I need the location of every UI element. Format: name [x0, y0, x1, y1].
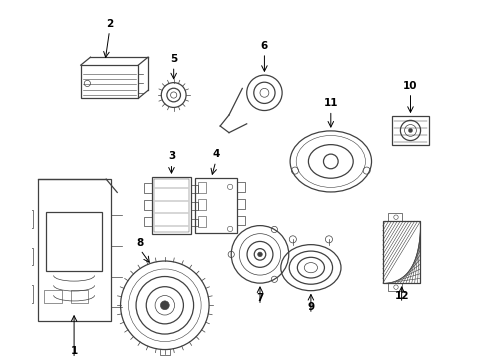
Bar: [25, 210, 33, 228]
Bar: [151, 177, 191, 234]
Text: 11: 11: [323, 98, 337, 108]
Bar: [191, 219, 198, 226]
Bar: [382, 221, 420, 283]
Text: 4: 4: [212, 149, 219, 159]
Bar: [81, 65, 138, 98]
Text: 12: 12: [394, 291, 408, 301]
Bar: [45, 212, 102, 271]
Bar: [387, 283, 401, 291]
Bar: [38, 179, 110, 321]
Text: 7: 7: [256, 293, 263, 303]
Bar: [236, 199, 244, 208]
Circle shape: [160, 301, 169, 310]
Bar: [153, 179, 189, 232]
Bar: [25, 285, 33, 303]
Bar: [44, 290, 62, 303]
Bar: [198, 216, 206, 227]
Bar: [198, 199, 206, 210]
Bar: [71, 290, 88, 303]
Bar: [191, 202, 198, 210]
Bar: [25, 248, 33, 265]
Bar: [236, 216, 244, 225]
Bar: [143, 200, 151, 210]
Text: 1: 1: [70, 346, 78, 356]
Bar: [194, 178, 236, 233]
Circle shape: [407, 129, 412, 132]
Circle shape: [257, 252, 262, 257]
Text: 10: 10: [403, 81, 417, 91]
Text: 8: 8: [137, 238, 144, 248]
Bar: [391, 116, 428, 145]
Bar: [143, 183, 151, 193]
Bar: [191, 185, 198, 193]
Text: 2: 2: [106, 19, 113, 29]
Bar: [159, 348, 170, 355]
Bar: [198, 182, 206, 193]
Bar: [143, 217, 151, 226]
Text: 6: 6: [260, 41, 267, 51]
Bar: [236, 182, 244, 192]
Bar: [387, 213, 401, 221]
Text: 5: 5: [170, 54, 177, 64]
Text: 3: 3: [167, 152, 175, 161]
Text: 9: 9: [306, 302, 314, 312]
